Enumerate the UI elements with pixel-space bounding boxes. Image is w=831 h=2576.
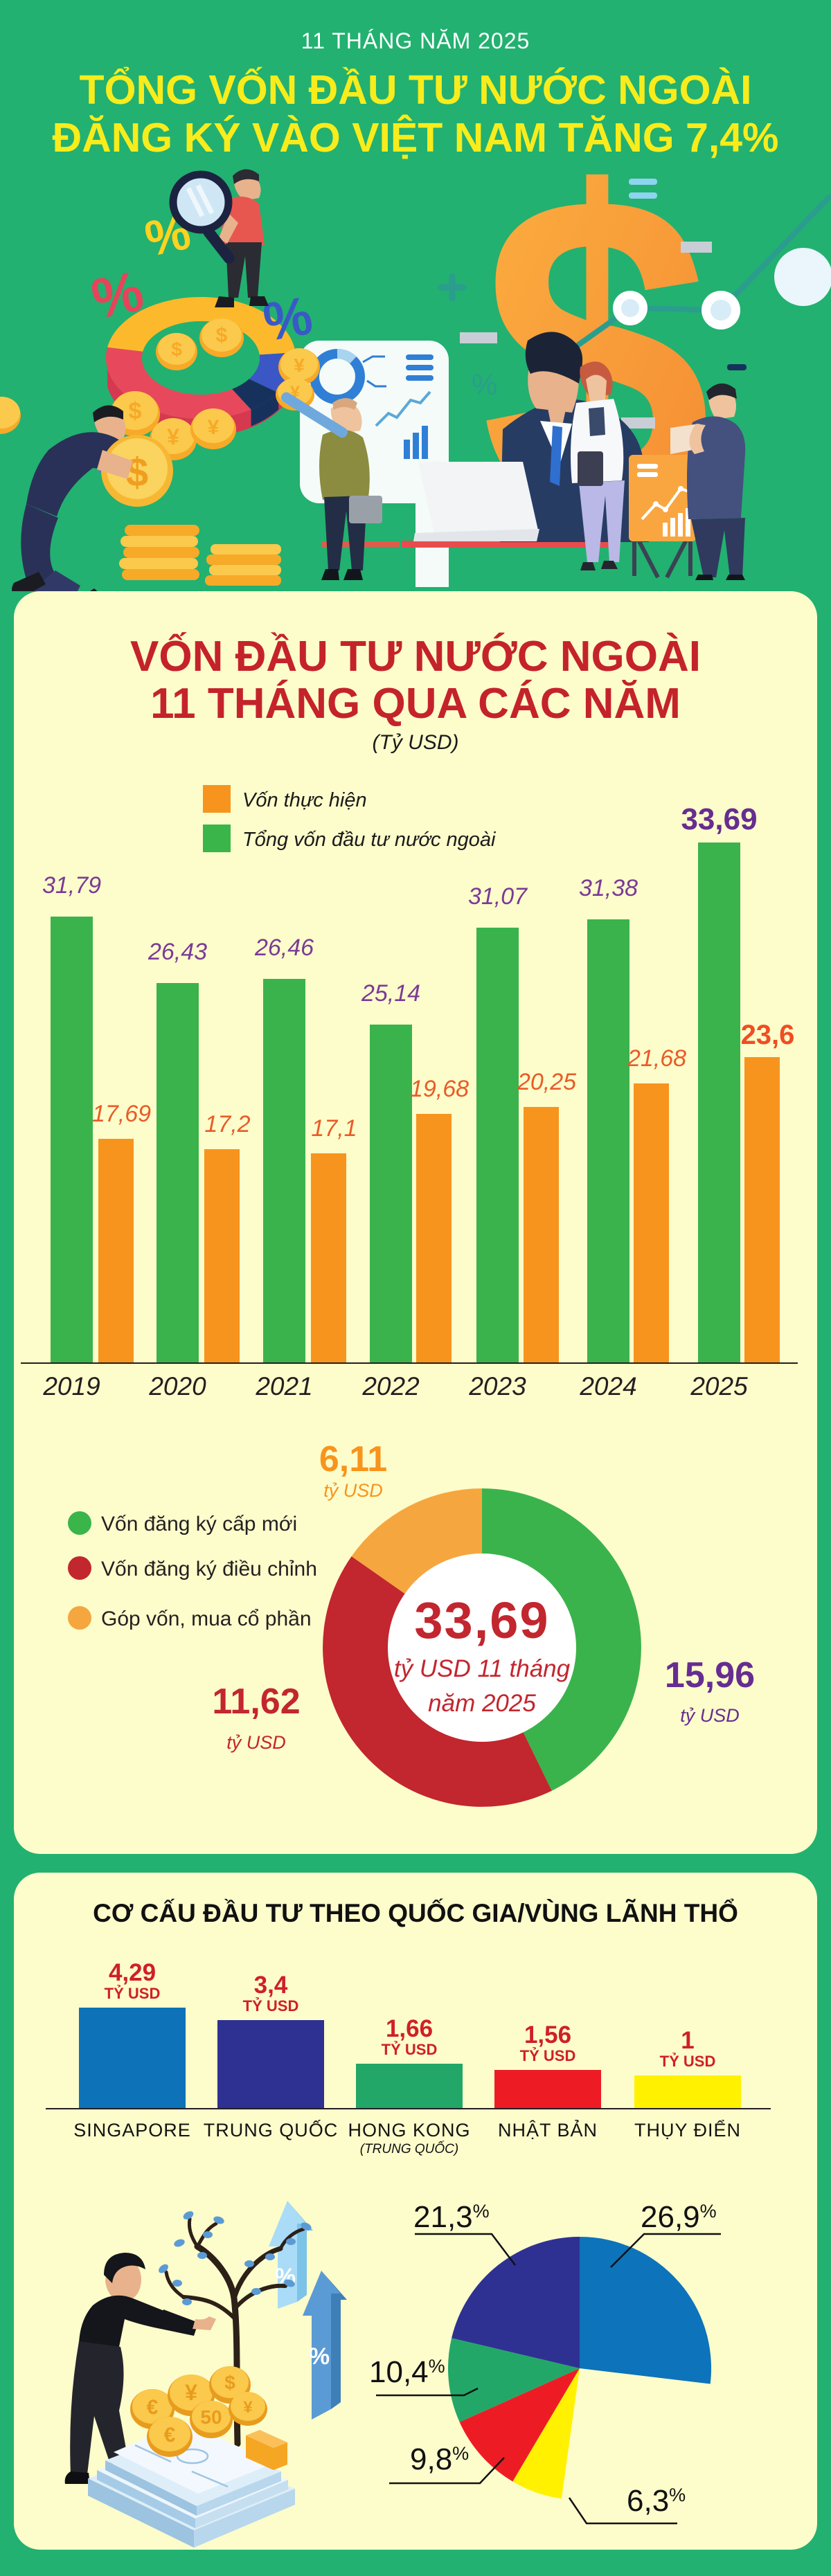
svg-text:¥: ¥ — [208, 416, 220, 439]
svg-text:%: % — [472, 368, 497, 401]
svg-text:%: % — [87, 260, 149, 332]
svg-text:%: % — [259, 285, 317, 353]
svg-text:€: € — [164, 2424, 176, 2447]
svg-text:¥: ¥ — [185, 2380, 197, 2405]
svg-text:%: % — [309, 2343, 330, 2370]
svg-text:$: $ — [126, 450, 148, 495]
svg-text:50: 50 — [200, 2406, 222, 2428]
svg-text:€: € — [147, 2396, 159, 2419]
svg-text:¥: ¥ — [294, 354, 305, 376]
svg-text:¥: ¥ — [167, 424, 179, 449]
svg-text:$: $ — [224, 2372, 235, 2393]
svg-text:¥: ¥ — [243, 2398, 253, 2417]
svg-text:$: $ — [129, 398, 142, 424]
svg-text:$: $ — [216, 324, 228, 347]
svg-text:$: $ — [171, 339, 182, 360]
